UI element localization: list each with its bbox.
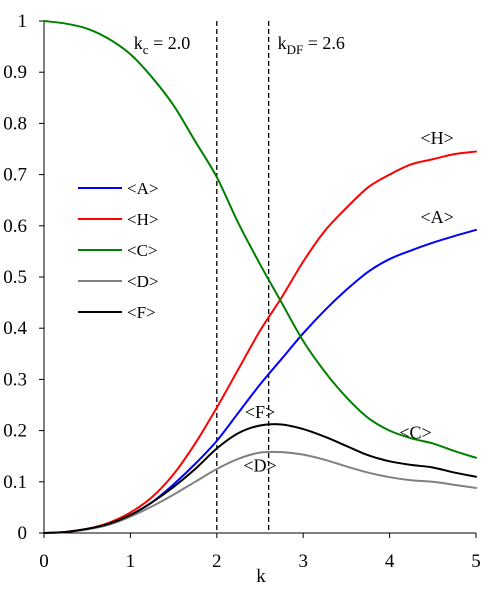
series-line-f [43,423,477,534]
vline-label-main: k [134,33,143,53]
vline-label: kDF = 2.6 [278,33,345,57]
legend-label-c: <C> [127,241,158,260]
y-tick-label: 0.8 [3,113,27,134]
series-line-d [43,450,477,534]
x-tick-label: 2 [212,551,222,572]
x-tick-label: 3 [298,551,308,572]
legend: <A> <H> <C> <D> <F> [78,179,158,322]
y-tick-label: 0.7 [3,165,27,186]
legend-label-h: <H> [127,210,158,229]
curve-label-d: <D> [243,456,276,476]
curve-label-a: <A> [420,207,453,227]
y-tick-label: 0 [18,523,28,544]
vline-label-rest: = 2.6 [303,33,345,53]
vline-label-sub: c [143,42,149,57]
y-tick-label: 1 [18,11,28,32]
y-tick-label: 0.2 [3,421,27,442]
curve-label-h: <H> [420,128,453,148]
vline-label: kc = 2.0 [134,33,190,57]
legend-label-d: <D> [127,272,158,291]
series-lines [43,20,477,534]
y-tick-label: 0.3 [3,369,27,390]
series-line-a [43,228,477,534]
vline-label-sub: DF [287,42,304,57]
vline-label-main: k [278,33,287,53]
annotations: <H> <A> <F> <D> <C> [243,128,453,476]
y-tick-label: 0.1 [3,472,27,493]
y-tick-label: 0.9 [3,62,27,83]
series-line-c [43,20,477,459]
vline-label-rest: = 2.0 [149,33,191,53]
curve-label-c: <C> [399,422,431,442]
curve-label-f: <F> [245,402,275,422]
x-axis-label: k [256,566,266,587]
y-ticks: 0 0.1 0.2 0.3 0.4 0.5 0.6 0.7 0.8 0.9 1 [3,11,44,544]
x-tick-label: 1 [126,551,136,572]
y-tick-label: 0.5 [3,267,27,288]
legend-label-f: <F> [127,303,156,322]
x-ticks: 0 1 2 3 4 5 [39,533,481,572]
x-tick-label: 0 [39,551,49,572]
y-tick-label: 0.6 [3,216,27,237]
legend-label-a: <A> [127,179,158,198]
x-tick-label: 5 [471,551,481,572]
series-line-h [43,150,477,534]
y-tick-label: 0.4 [3,318,27,339]
x-tick-label: 4 [385,551,395,572]
